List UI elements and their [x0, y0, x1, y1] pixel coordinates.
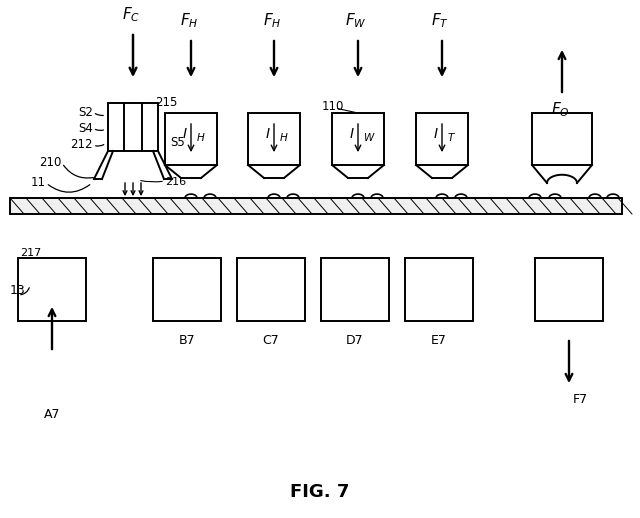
Bar [108, 103, 158, 151]
Bar [405, 258, 473, 321]
Text: $F_W$: $F_W$ [345, 11, 367, 30]
Text: $F_H$: $F_H$ [180, 11, 198, 30]
Text: T: T [448, 133, 454, 143]
Bar [535, 258, 603, 321]
Text: 217: 217 [20, 248, 41, 258]
Text: $F_C$: $F_C$ [122, 5, 140, 24]
Text: W: W [364, 133, 374, 143]
Bar [532, 113, 592, 165]
Text: S4: S4 [78, 122, 93, 135]
Text: S2: S2 [78, 106, 93, 119]
Bar [416, 113, 468, 165]
Text: S5: S5 [170, 137, 185, 150]
Text: 13: 13 [10, 283, 26, 296]
Text: 215: 215 [155, 95, 177, 108]
Text: 110: 110 [322, 100, 344, 113]
Text: 11: 11 [31, 177, 46, 190]
Text: 210: 210 [40, 156, 62, 169]
Bar [321, 258, 389, 321]
Bar [332, 113, 384, 165]
Text: H: H [197, 133, 205, 143]
Text: $F_T$: $F_T$ [431, 11, 449, 30]
Text: 216: 216 [165, 177, 186, 187]
Text: I: I [350, 127, 354, 141]
Text: $F_O$: $F_O$ [550, 100, 570, 119]
Bar [248, 113, 300, 165]
Text: I: I [183, 127, 187, 141]
Bar [10, 198, 622, 214]
Bar [237, 258, 305, 321]
Bar [18, 258, 86, 321]
Text: E7: E7 [431, 334, 447, 347]
Text: FIG. 7: FIG. 7 [291, 483, 349, 501]
Bar [165, 113, 217, 165]
Text: C7: C7 [262, 334, 280, 347]
Text: A7: A7 [44, 408, 60, 421]
Text: B7: B7 [179, 334, 195, 347]
Text: I: I [266, 127, 270, 141]
Text: D7: D7 [346, 334, 364, 347]
Text: F7: F7 [573, 393, 588, 406]
Bar [153, 258, 221, 321]
Text: 212: 212 [70, 138, 93, 151]
Text: H: H [280, 133, 288, 143]
Text: $F_H$: $F_H$ [263, 11, 281, 30]
Text: I: I [434, 127, 438, 141]
